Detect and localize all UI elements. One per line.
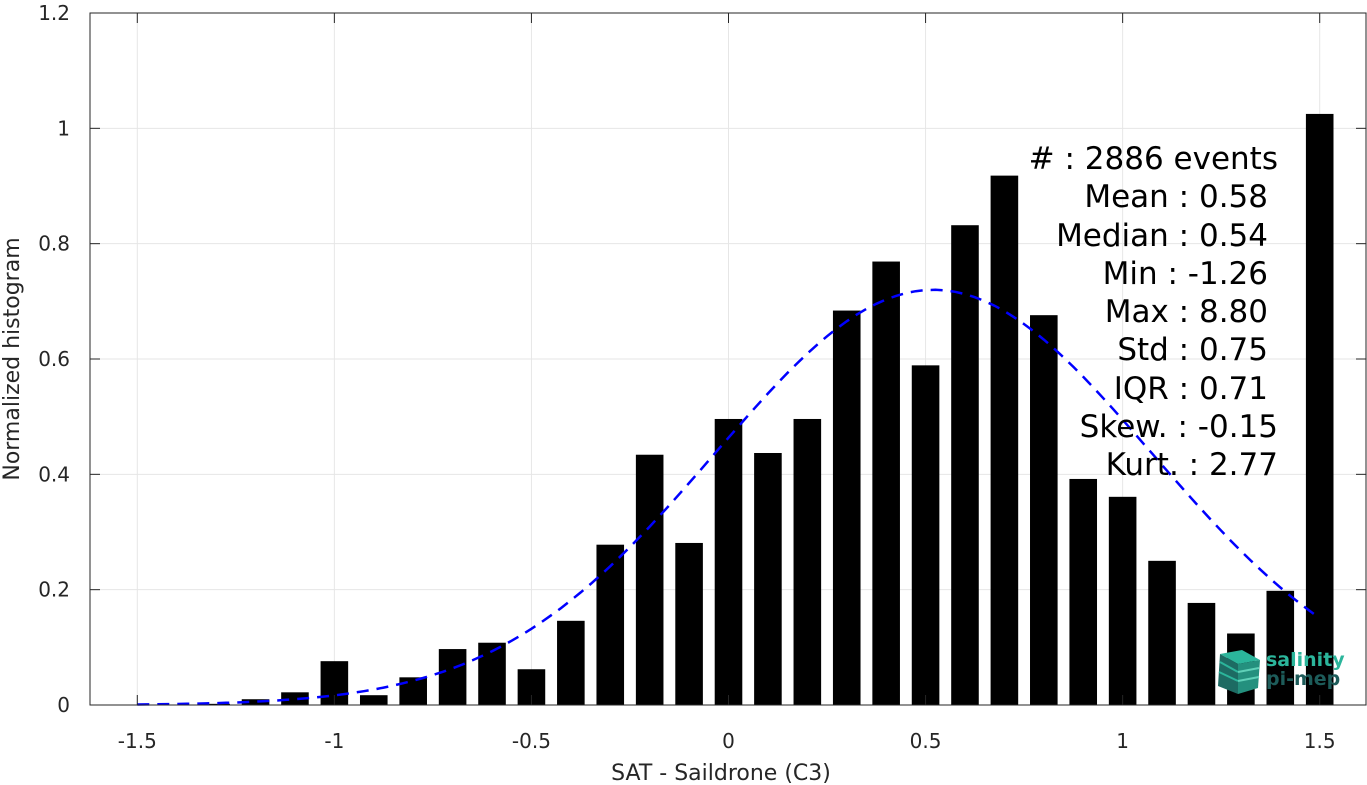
histogram-bar	[359, 695, 388, 705]
histogram-bar	[832, 310, 861, 705]
y-tick-label: 0.4	[38, 462, 70, 486]
stat-std: Std : 0.75	[1117, 332, 1268, 369]
fit-curve-layer	[137, 288, 1321, 706]
histogram-bar	[399, 677, 427, 705]
histogram-bar	[911, 365, 940, 705]
stat-median: Median : 0.54	[1056, 217, 1268, 254]
y-tick-label: 1.2	[38, 1, 70, 25]
histogram-bar	[1069, 478, 1098, 705]
histogram-bar	[281, 692, 309, 705]
x-tick-label: -1	[324, 729, 344, 753]
logo-cube-icon	[1218, 650, 1260, 694]
stat-kurt: Kurt. : 2.77	[1105, 447, 1278, 484]
histogram-bar	[596, 544, 625, 705]
histogram-bar	[1148, 560, 1176, 705]
y-axis-label: Normalized histogram	[0, 237, 25, 480]
histogram-bar	[202, 703, 230, 705]
axes-box	[89, 12, 1367, 706]
x-tick-label: 0	[722, 729, 735, 753]
histogram-bar	[478, 642, 506, 705]
histogram-bar	[1187, 602, 1216, 705]
stat-min: Min : -1.26	[1102, 255, 1268, 292]
x-tick-label: 1	[1116, 729, 1129, 753]
histogram-bar	[1108, 496, 1137, 705]
histogram-bar	[438, 649, 467, 705]
y-tick-label: 0.6	[38, 347, 70, 371]
stat-mean: Mean : 0.58	[1084, 179, 1268, 216]
gaussian-fit-curve	[137, 288, 1321, 706]
stat-skew: Skew. : -0.15	[1079, 409, 1278, 446]
logo-text-pi-mep: pi-mep	[1266, 668, 1341, 690]
statistics-box: # : 2886 events Mean : 0.58 Median : 0.5…	[960, 140, 1278, 485]
histogram-bar	[951, 225, 979, 706]
histogram-bar	[635, 454, 664, 705]
y-tick-label: 1	[57, 116, 70, 140]
histogram-bar	[872, 261, 900, 705]
histogram-bar	[1305, 113, 1334, 705]
histogram-bar	[241, 699, 270, 705]
histogram-bar	[675, 542, 703, 705]
histogram-bar	[990, 175, 1019, 705]
histogram-bar	[793, 418, 822, 705]
y-tick-label: 0	[57, 693, 70, 717]
x-axis-label: SAT - Saildrone (C3)	[611, 761, 831, 785]
histogram-bar	[1266, 590, 1295, 705]
stat-count: # : 2886 events	[1028, 141, 1278, 177]
histogram-bar	[714, 418, 743, 705]
logo-text-salinity: salinity	[1266, 649, 1345, 671]
histogram-bars	[202, 113, 1334, 706]
tick-labels: -1.5 -1 -0.5 0 0.5 1 1.5 0 0.2 0.4 0.6 0.8 1 1.2	[38, 1, 1335, 753]
x-tick-label: 0.5	[910, 729, 942, 753]
stat-iqr: IQR : 0.71	[1113, 370, 1268, 407]
histogram-bar	[557, 620, 585, 705]
x-tick-label: -1.5	[118, 729, 157, 753]
salinity-pi-mep-logo: salinity pi-mep	[1216, 648, 1346, 694]
histogram-bar	[754, 452, 782, 705]
y-tick-label: 0.8	[38, 232, 70, 256]
histogram-bar	[1030, 315, 1058, 705]
stat-max: Max : 8.80	[1104, 294, 1268, 331]
x-tick-label: -0.5	[512, 729, 551, 753]
x-tick-label: 1.5	[1304, 729, 1336, 753]
y-tick-label: 0.2	[38, 578, 70, 602]
